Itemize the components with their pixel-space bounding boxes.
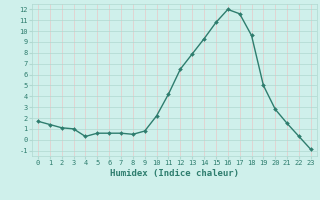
X-axis label: Humidex (Indice chaleur): Humidex (Indice chaleur): [110, 169, 239, 178]
